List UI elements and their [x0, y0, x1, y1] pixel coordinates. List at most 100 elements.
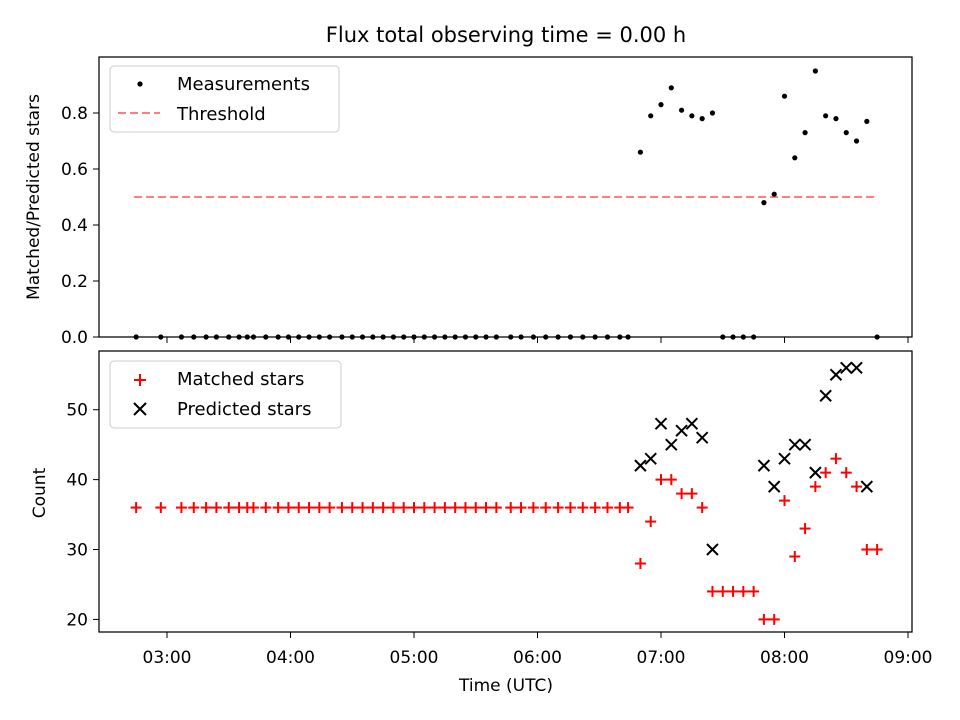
measurement-point — [689, 113, 695, 119]
x-axis-label: Time (UTC) — [458, 676, 553, 696]
legend-threshold-label: Threshold — [176, 104, 266, 125]
legend-measurements-label: Measurements — [177, 74, 310, 95]
matched-star-point — [293, 502, 305, 514]
matched-star-point — [696, 502, 708, 514]
matched-star-point — [622, 502, 634, 514]
matched-star-point — [645, 516, 657, 528]
predicted-star-point — [788, 438, 801, 451]
matched-star-point — [655, 474, 667, 486]
bottom-y-tick-label: 50 — [66, 401, 88, 421]
measurement-point — [864, 118, 870, 124]
matched-star-point — [210, 502, 222, 514]
matched-star-point — [188, 502, 200, 514]
matched-star-point — [313, 502, 325, 514]
matched-star-point — [748, 585, 760, 597]
measurement-point — [823, 113, 829, 119]
matched-star-point — [223, 502, 235, 514]
matched-star-point — [130, 502, 142, 514]
matched-star-point — [768, 613, 780, 625]
measurement-point — [709, 110, 716, 116]
predicted-star-point — [798, 438, 812, 451]
x-tick-label: 07:00 — [637, 648, 686, 668]
matched-star-point — [564, 502, 576, 514]
matched-star-point — [282, 502, 294, 514]
predicted-star-point — [840, 361, 853, 374]
matched-star-point — [357, 502, 369, 514]
top-legend-box — [109, 65, 340, 133]
bottom-y-tick-label: 40 — [66, 471, 88, 491]
legend-measurements-marker — [137, 81, 143, 87]
measurement-point — [843, 130, 849, 136]
predicted-star-point — [644, 452, 657, 465]
measurement-point — [812, 68, 818, 74]
measurement-point — [699, 116, 705, 122]
measurement-point — [792, 155, 798, 161]
predicted-star-point — [829, 368, 843, 381]
matched-star-point — [861, 544, 873, 556]
chart-title: Flux total observing time = 0.00 h — [326, 23, 686, 47]
measurement-point — [771, 191, 777, 197]
matched-star-point — [799, 523, 811, 535]
measurement-point — [648, 113, 654, 119]
x-tick-label: 03:00 — [143, 648, 192, 668]
matched-star-point — [737, 585, 749, 597]
matched-star-point — [809, 481, 821, 493]
legend-predicted-marker — [133, 402, 147, 416]
matched-star-point — [505, 502, 517, 514]
legend-matched-label: Matched stars — [177, 369, 304, 390]
x-tick-label: 04:00 — [266, 648, 315, 668]
top-legend: Measurements Threshold — [109, 65, 340, 133]
top-y-axis-label: Matched/Predicted stars — [24, 94, 44, 300]
predicted-star-point — [860, 480, 874, 493]
matched-star-point — [665, 474, 677, 486]
matched-star-point — [387, 502, 399, 514]
bottom-axes: Count Time (UTC) 20 30 40 50 03:00 04:00 05:00… — [30, 350, 933, 696]
legend-matched-marker — [134, 374, 146, 386]
matched-star-point — [324, 502, 336, 514]
measurement-point — [761, 200, 767, 206]
predicted-star-point — [778, 452, 791, 465]
top-y-tick-label: 0.6 — [61, 160, 88, 180]
bottom-y-axis-label: Count — [30, 467, 50, 518]
x-tick-label: 06:00 — [513, 648, 562, 668]
matched-star-point — [200, 502, 212, 514]
predicted-star-point — [809, 466, 822, 479]
bottom-plot-area — [130, 361, 883, 625]
x-tick-label: 05:00 — [390, 648, 439, 668]
measurement-point — [802, 130, 808, 136]
predicted-star-point — [850, 361, 863, 374]
predicted-star-point — [706, 543, 719, 556]
matched-star-point — [175, 502, 187, 514]
matched-star-point — [155, 502, 167, 514]
matched-star-point — [367, 502, 379, 514]
x-tick-label: 09:00 — [884, 648, 933, 668]
top-axes-frame — [98, 56, 913, 338]
matched-star-point — [871, 544, 883, 556]
matched-star-point — [851, 481, 863, 493]
measurement-point — [853, 138, 860, 144]
matched-star-point — [589, 502, 601, 514]
bottom-legend: Matched stars Predicted stars — [109, 360, 342, 429]
matched-star-point — [429, 502, 441, 514]
matched-star-point — [439, 502, 451, 514]
matched-star-point — [727, 585, 739, 597]
top-y-tick-label: 0.2 — [61, 272, 88, 292]
matched-star-point — [515, 502, 527, 514]
matched-star-point — [686, 488, 698, 500]
matched-star-point — [470, 502, 482, 514]
matched-star-point — [789, 551, 801, 563]
bottom-legend-box — [109, 360, 342, 429]
matched-star-point — [634, 557, 646, 569]
matched-star-point — [676, 488, 688, 500]
matched-star-point — [303, 502, 315, 514]
matched-star-point — [336, 502, 348, 514]
predicted-star-point — [634, 459, 647, 472]
matched-star-point — [449, 502, 461, 514]
matched-star-point — [247, 502, 259, 514]
top-y-tick-label: 0.0 — [61, 328, 88, 348]
matched-star-point — [480, 502, 492, 514]
predicted-star-point — [675, 424, 688, 437]
bottom-axes-frame — [98, 350, 913, 633]
matched-star-point — [490, 502, 502, 514]
